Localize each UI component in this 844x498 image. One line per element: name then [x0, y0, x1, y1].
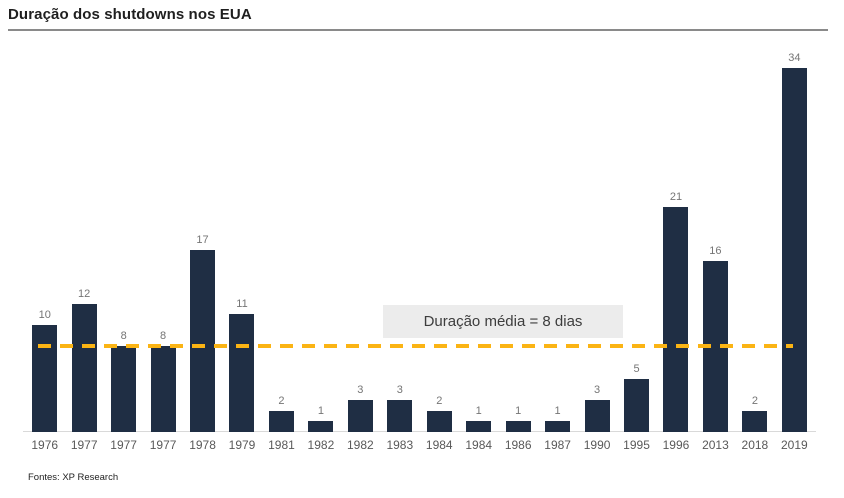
bar-value-label: 5	[633, 362, 640, 375]
bar-slot: 1	[459, 40, 498, 432]
bar-slot: 3	[380, 40, 419, 432]
x-axis-label: 1987	[544, 438, 571, 452]
bar-slot: 1	[301, 40, 340, 432]
bar-value-label: 2	[436, 394, 443, 407]
chart-title: Duração dos shutdowns nos EUA	[8, 6, 252, 23]
x-axis-label: 2018	[741, 438, 769, 452]
bar-slot: 10	[25, 40, 64, 432]
x-axis-label: 1977	[70, 438, 98, 452]
bar-value-label: 17	[196, 234, 209, 246]
bar-value-label: 3	[594, 383, 601, 396]
bar-value-label: 1	[554, 405, 561, 418]
bar-value-label: 3	[396, 383, 403, 396]
bar	[663, 207, 689, 432]
bar-slot: 11	[222, 40, 261, 432]
bar	[426, 410, 452, 432]
bar-slot: 2	[735, 40, 774, 432]
bar	[466, 421, 492, 432]
source-note: Fontes: XP Research	[28, 472, 119, 483]
bar-value-label: 11	[236, 298, 248, 311]
bar-slot: 3	[577, 40, 616, 432]
bar-value-label: 34	[788, 52, 801, 64]
bar-value-label: 2	[751, 394, 758, 407]
bar	[387, 399, 413, 432]
bar	[742, 410, 768, 432]
plot-area: 10 12 8 8 17 11 2 1 3 3 2 1 1 1 3 5 21 16 2 34 Duração médi…	[23, 40, 816, 432]
mean-annotation-label: Duração média = 8 dias	[383, 305, 623, 339]
bar-value-label: 10	[38, 308, 51, 321]
bar-value-label: 8	[160, 330, 167, 343]
x-axis-label: 1996	[662, 438, 690, 452]
x-axis-label: 1977	[110, 438, 137, 452]
x-axis-label: 1982	[347, 438, 374, 452]
bar-slot: 2	[262, 40, 301, 432]
bar	[190, 250, 216, 432]
bar-slot: 1	[498, 40, 537, 432]
bar-value-label: 1	[317, 405, 324, 418]
bar-slot: 3	[341, 40, 380, 432]
bar-value-label: 2	[278, 394, 285, 407]
bar-slot: 34	[775, 40, 814, 432]
x-axis-label: 1984	[465, 438, 493, 452]
bar	[111, 346, 137, 432]
bar-slot: 1	[538, 40, 577, 432]
bar-slot: 2	[420, 40, 459, 432]
x-axis-line	[23, 431, 816, 432]
bar	[781, 68, 807, 432]
bar-slot: 21	[656, 40, 695, 432]
x-axis-label: 1990	[583, 438, 611, 452]
x-axis-label: 2019	[780, 438, 808, 452]
bar-slot: 12	[64, 40, 103, 432]
bar	[268, 410, 294, 432]
bar	[624, 378, 650, 432]
x-axis-label: 1976	[31, 438, 59, 452]
bar	[505, 421, 531, 432]
bar	[229, 314, 255, 432]
mean-dashed-line	[38, 344, 793, 349]
x-axis-label: 2013	[702, 438, 729, 452]
bar	[150, 346, 176, 432]
x-axis-label: 1983	[386, 438, 414, 452]
bar-value-label: 12	[78, 287, 91, 300]
bar-slot: 8	[104, 40, 143, 432]
bar	[584, 399, 610, 432]
bar-slot: 5	[617, 40, 656, 432]
bar	[545, 421, 571, 432]
x-axis-label: 1986	[504, 438, 532, 452]
bar-value-label: 1	[475, 405, 482, 418]
bar	[32, 324, 58, 432]
x-axis-labels: 1976 1977 1977 1977 1978 1979 1981 1982 1982 1983…	[25, 439, 814, 452]
x-axis-label: 1982	[307, 438, 335, 452]
bar	[308, 421, 334, 432]
x-axis-label: 1978	[189, 438, 216, 452]
bar-value-label: 16	[709, 244, 722, 257]
bar	[71, 303, 97, 432]
x-axis-label: 1981	[268, 438, 295, 452]
title-rule	[8, 29, 828, 31]
x-axis-label: 1995	[623, 438, 650, 452]
bars-container: 10 12 8 8 17 11 2 1 3 3 2 1 1 1 3 5 21 16 2 34	[25, 40, 814, 432]
x-axis-label: 1977	[149, 438, 177, 452]
bar-value-label: 3	[357, 383, 364, 396]
bar-slot: 8	[143, 40, 182, 432]
bar-value-label: 21	[669, 191, 683, 204]
bar-slot: 16	[696, 40, 735, 432]
bar-value-label: 1	[515, 405, 522, 418]
x-axis-label: 1979	[228, 438, 256, 452]
bar-value-label: 8	[120, 330, 127, 343]
bar	[347, 399, 373, 432]
bar-slot: 17	[183, 40, 222, 432]
x-axis-label: 1984	[425, 438, 453, 452]
